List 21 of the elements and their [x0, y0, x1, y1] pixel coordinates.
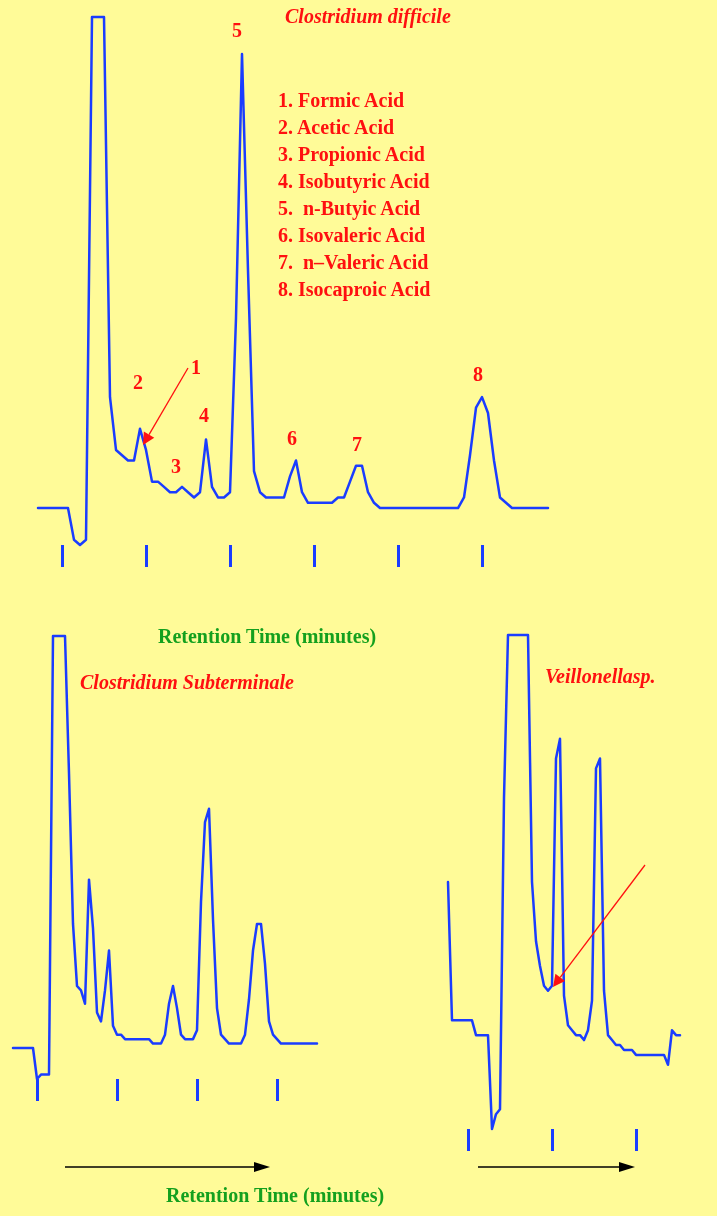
- annotation: 4. Isobutyric Acid: [278, 170, 430, 193]
- annotation: 6. Isovaleric Acid: [278, 224, 426, 246]
- text: Clostridium Subterminale: [80, 671, 295, 693]
- annotation: 2. Acetic Acid: [278, 116, 395, 138]
- annotation: 1. Formic Acid: [278, 89, 405, 111]
- annotation: 6: [287, 427, 297, 449]
- annotation: 5: [232, 19, 242, 41]
- annotation: 3. Propionic Acid: [278, 143, 425, 166]
- annotation: 5. n-Butyic Acid: [278, 197, 421, 220]
- text: Veillonellasp.: [545, 665, 656, 688]
- annotation: 1: [191, 356, 201, 378]
- annotation: 7: [352, 433, 362, 455]
- annotation: 3: [171, 455, 181, 477]
- annotation: 8: [473, 363, 483, 385]
- chart-title: Clostridium difficile: [285, 5, 451, 28]
- annotation: 4: [199, 404, 209, 426]
- x-axis-title: Retention Time (minutes): [157, 625, 377, 648]
- x-axis-title: Retention Time (minutes): [165, 1184, 385, 1207]
- annotation: 2: [133, 371, 143, 393]
- annotation: 7. n–Valeric Acid: [278, 251, 429, 273]
- annotation: 8. Isocaproic Acid: [278, 278, 431, 301]
